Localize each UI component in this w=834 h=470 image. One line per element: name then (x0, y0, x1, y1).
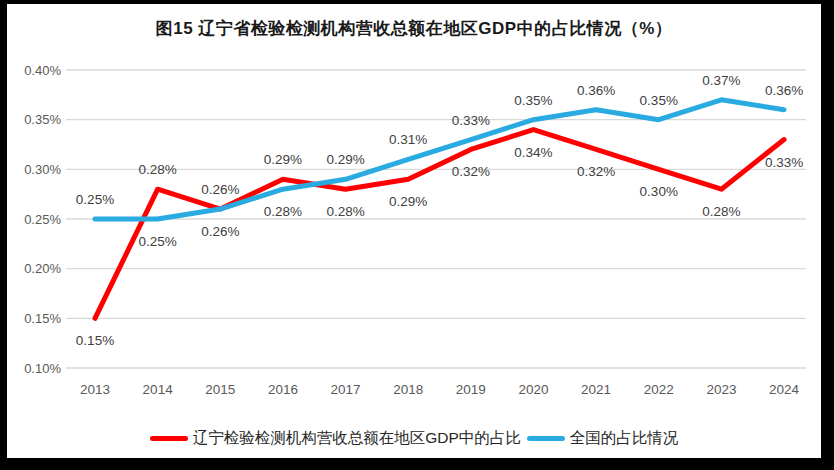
data-label-national: 0.25% (76, 192, 114, 207)
data-label-liaoning: 0.32% (577, 164, 615, 179)
x-axis-tick-label: 2015 (205, 382, 235, 397)
data-label-liaoning: 0.32% (452, 164, 490, 179)
chart-line-liaoning (95, 130, 784, 319)
data-label-national: 0.29% (326, 152, 364, 167)
y-axis-tick-label: 0.35% (24, 112, 61, 127)
data-label-liaoning: 0.34% (514, 145, 552, 160)
legend-item-national: 全国的占比情况 (527, 428, 679, 449)
legend-item-liaoning: 辽宁检验检测机构营收总额在地区GDP中的占比 (150, 428, 521, 449)
data-label-national: 0.31% (389, 132, 427, 147)
x-axis-tick-label: 2019 (456, 382, 486, 397)
data-label-liaoning: 0.29% (264, 152, 302, 167)
x-axis-tick-label: 2024 (769, 382, 800, 397)
data-label-liaoning: 0.33% (765, 155, 803, 170)
data-label-national: 0.36% (765, 83, 803, 98)
data-label-liaoning: 0.28% (138, 162, 176, 177)
x-axis-tick-label: 2018 (393, 382, 423, 397)
y-axis-tick-label: 0.40% (24, 63, 61, 78)
x-axis-tick-label: 2014 (143, 382, 174, 397)
data-label-liaoning: 0.29% (389, 194, 427, 209)
x-axis-tick-label: 2020 (518, 382, 548, 397)
y-axis-tick-label: 0.15% (24, 311, 61, 326)
legend-swatch-national-icon (527, 436, 565, 441)
data-label-liaoning: 0.28% (702, 204, 740, 219)
data-label-national: 0.37% (702, 73, 740, 88)
x-axis-tick-label: 2022 (644, 382, 674, 397)
data-label-national: 0.25% (138, 234, 176, 249)
legend: 辽宁检验检测机构营收总额在地区GDP中的占比 全国的占比情况 (7, 428, 821, 449)
y-axis-tick-label: 0.20% (24, 261, 61, 276)
y-axis-tick-label: 0.10% (24, 361, 61, 376)
data-label-liaoning: 0.28% (326, 204, 364, 219)
data-label-liaoning: 0.26% (201, 182, 239, 197)
legend-swatch-liaoning-icon (150, 436, 188, 441)
x-axis-tick-label: 2023 (706, 382, 736, 397)
legend-label-liaoning: 辽宁检验检测机构营收总额在地区GDP中的占比 (193, 428, 521, 449)
data-label-national: 0.28% (264, 204, 302, 219)
y-axis-tick-label: 0.25% (24, 212, 61, 227)
chart-frame: 图15 辽宁省检验检测机构营收总额在地区GDP中的占比情况（%） 0.40%0.… (7, 4, 821, 458)
data-label-national: 0.36% (577, 83, 615, 98)
x-axis-tick-label: 2021 (581, 382, 611, 397)
data-label-liaoning: 0.30% (640, 184, 678, 199)
chart-plot-area: 0.40% 0.35% 0.30% 0.25% 0.20% 0.15% 0.10% 2013 2… (7, 4, 821, 458)
x-axis-tick-label: 2017 (331, 382, 361, 397)
y-axis-tick-label: 0.30% (24, 162, 61, 177)
x-axis-tick-label: 2016 (268, 382, 298, 397)
data-label-national: 0.35% (514, 93, 552, 108)
data-label-national: 0.26% (201, 224, 239, 239)
data-label-liaoning: 0.15% (76, 333, 114, 348)
x-axis-tick-label: 2013 (80, 382, 110, 397)
legend-label-national: 全国的占比情况 (570, 428, 679, 449)
data-label-national: 0.33% (452, 113, 490, 128)
data-label-national: 0.35% (640, 93, 678, 108)
